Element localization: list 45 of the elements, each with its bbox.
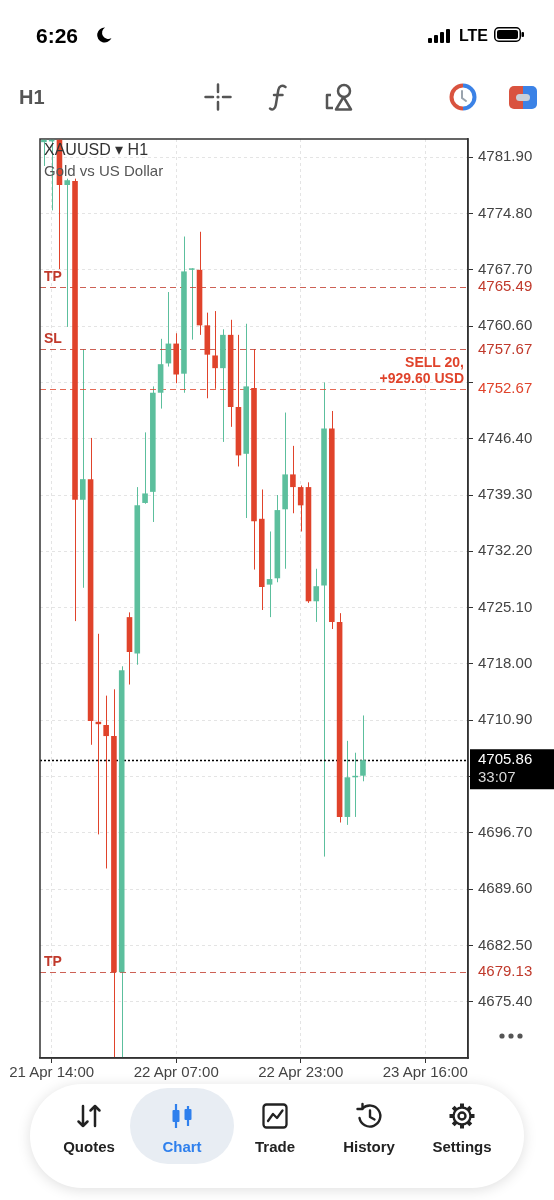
candlestick [188,267,195,341]
candlestick [103,695,109,869]
y-tick-label: 4760.60 [478,316,533,334]
annotation: TP [44,953,62,970]
ref-line-label: 4765.49 [478,277,533,295]
text: H1 [19,86,45,108]
ref-line-label: 4757.67 [478,339,533,357]
y-tick-label: 4746.40 [478,428,533,446]
candlestick [360,714,366,782]
y-tick-label: 4675.40 [478,991,533,1009]
text: LTE [459,27,489,45]
ref-line-label: 4679.13 [478,962,533,980]
candlestick [142,431,148,505]
candlestick [313,568,320,623]
x-tick-label: 22 Apr 23:00 [258,1063,344,1081]
y-tick-label: 4710.90 [478,710,533,728]
y-tick-label: 4781.90 [478,147,533,165]
y-tick-label: 4725.10 [478,597,533,615]
y-tick-label: 4682.50 [478,935,533,953]
ref-line-label: 4752.67 [478,379,533,397]
y-tick-label: 4774.80 [478,203,533,221]
y-tick-label: 4696.70 [478,822,533,840]
x-tick-label: 23 Apr 16:00 [382,1063,468,1081]
text: Settings [432,1138,492,1155]
x-tick-label: 22 Apr 07:00 [133,1063,219,1081]
candlestick [80,348,86,589]
candlestick [266,531,273,618]
text: Chart [162,1138,202,1155]
annotation: SELL 20, +929.60 USD [379,354,464,387]
y-tick-label: 4739.30 [478,485,533,503]
text: 6:26 [36,24,79,48]
y-tick-label: 4718.00 [478,654,533,672]
text: Quotes [63,1138,115,1155]
annotation: TP [44,268,62,285]
text: History [343,1138,395,1155]
text: 33:07 [478,768,516,786]
x-tick-label: 21 Apr 14:00 [9,1063,95,1081]
y-tick-label: 4767.70 [478,259,533,277]
candlestick [290,445,296,514]
ref-line-label: 4705.86 [478,750,533,768]
annotation: SL [44,330,63,347]
y-tick-label: 4689.60 [478,879,533,897]
y-tick-label: 4732.20 [478,541,533,559]
text: Trade [254,1138,296,1155]
candlestick [64,178,71,328]
